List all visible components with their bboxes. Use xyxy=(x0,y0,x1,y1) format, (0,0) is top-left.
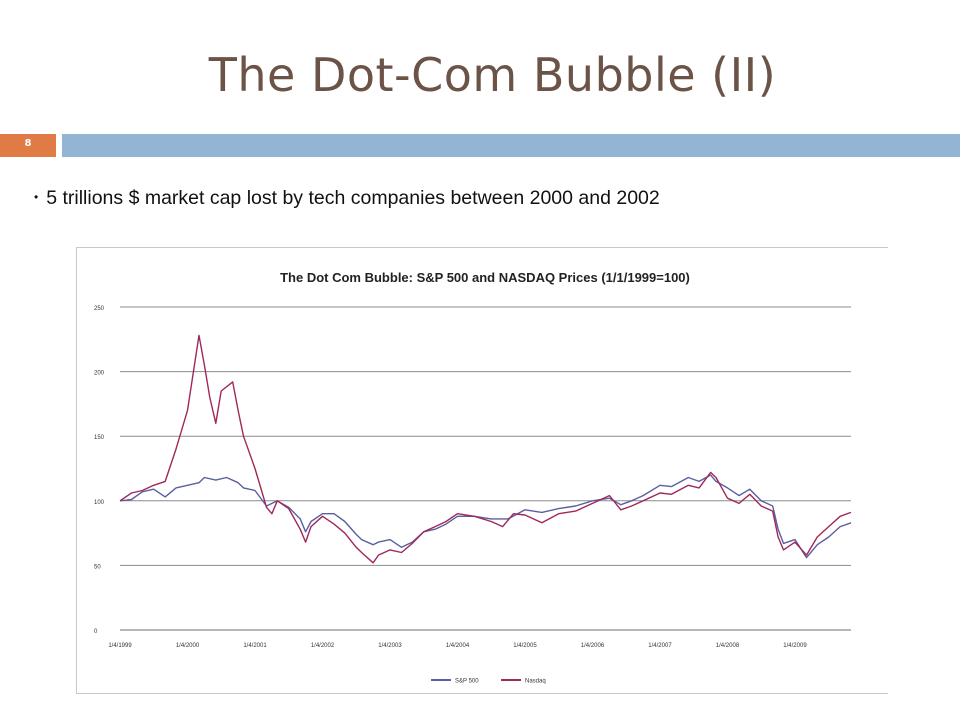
chart-title: The Dot Com Bubble: S&P 500 and NASDAQ P… xyxy=(280,270,690,285)
x-tick-label: 1/4/2006 xyxy=(581,643,605,649)
line-chart: The Dot Com Bubble: S&P 500 and NASDAQ P… xyxy=(94,270,852,685)
bullet-item: • 5 trillions $ market cap lost by tech c… xyxy=(34,187,660,210)
title-band xyxy=(62,134,960,157)
y-tick-label: 0 xyxy=(94,629,98,635)
series-line-s-p-500 xyxy=(119,474,852,559)
slide-title: The Dot-Com Bubble (II) xyxy=(208,48,777,102)
x-tick-label: 1/4/2000 xyxy=(176,643,200,649)
series-layer xyxy=(119,334,852,564)
y-tick-label: 50 xyxy=(94,564,101,570)
y-tick-label: 100 xyxy=(94,500,105,506)
legend-label: S&P 500 xyxy=(455,679,479,685)
chart-frame xyxy=(76,247,888,694)
bullet-dot-icon: • xyxy=(34,190,39,204)
y-tick-label: 150 xyxy=(94,435,105,441)
legend-label: Nasdaq xyxy=(525,679,546,685)
x-tick-labels: 1/4/1999 1/4/2000 1/4/2001 1/4/2002 1/4/2003… xyxy=(108,643,807,649)
x-tick-label: 1/4/2005 xyxy=(513,643,537,649)
legend: S&P 500 Nasdaq xyxy=(431,679,546,685)
x-tick-label: 1/4/2004 xyxy=(446,643,470,649)
x-tick-label: 1/4/1999 xyxy=(108,643,132,649)
y-tick-labels: 0 50 100 150 200 250 xyxy=(94,306,105,635)
series-line-nasdaq xyxy=(119,334,852,564)
slide-number-box xyxy=(0,134,56,157)
slide-number: 8 xyxy=(24,138,32,149)
y-tick-label: 200 xyxy=(94,371,105,377)
x-tick-label: 1/4/2009 xyxy=(783,643,807,649)
grid-layer xyxy=(120,306,851,631)
bullet-text: 5 trillions $ market cap lost by tech co… xyxy=(46,187,660,209)
y-tick-label: 250 xyxy=(94,306,105,312)
x-tick-label: 1/4/2001 xyxy=(243,643,267,649)
x-tick-label: 1/4/2007 xyxy=(648,643,672,649)
x-tick-label: 1/4/2002 xyxy=(311,643,335,649)
x-tick-label: 1/4/2003 xyxy=(378,643,402,649)
x-tick-label: 1/4/2008 xyxy=(716,643,740,649)
